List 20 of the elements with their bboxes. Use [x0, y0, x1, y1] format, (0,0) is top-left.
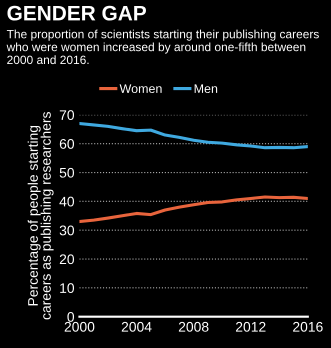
y-axis-title: Percentage of people starting careers as publishing researchers [28, 112, 54, 320]
y-tick-label: 0 [67, 312, 74, 322]
line-series [79, 195, 308, 224]
chart-title: GENDER GAP [7, 6, 146, 21]
y-tick-label: 40 [59, 196, 74, 207]
x-tick-label: 2000 [64, 322, 94, 332]
y-tick-label: 20 [60, 254, 74, 264]
y-tick-label: 60 [60, 139, 74, 149]
x-tick-label: 2016 [293, 322, 323, 332]
legend-label: Men [194, 84, 218, 94]
line-series [79, 122, 308, 150]
y-tick-label: 10 [60, 283, 74, 294]
y-tick-label: 30 [60, 226, 74, 236]
chart-subtitle: The proportion of scientists starting their publishing careers who were women increased by around one-fifth between 2000 and 2016. [6, 30, 319, 64]
x-tick-label: 2008 [178, 322, 208, 332]
x-tick-label: 2012 [236, 322, 266, 332]
legend-label: Women [120, 84, 162, 94]
y-tick-label: 70 [60, 110, 74, 120]
y-tick-label: 50 [60, 168, 74, 178]
x-tick-label: 2004 [122, 322, 152, 332]
